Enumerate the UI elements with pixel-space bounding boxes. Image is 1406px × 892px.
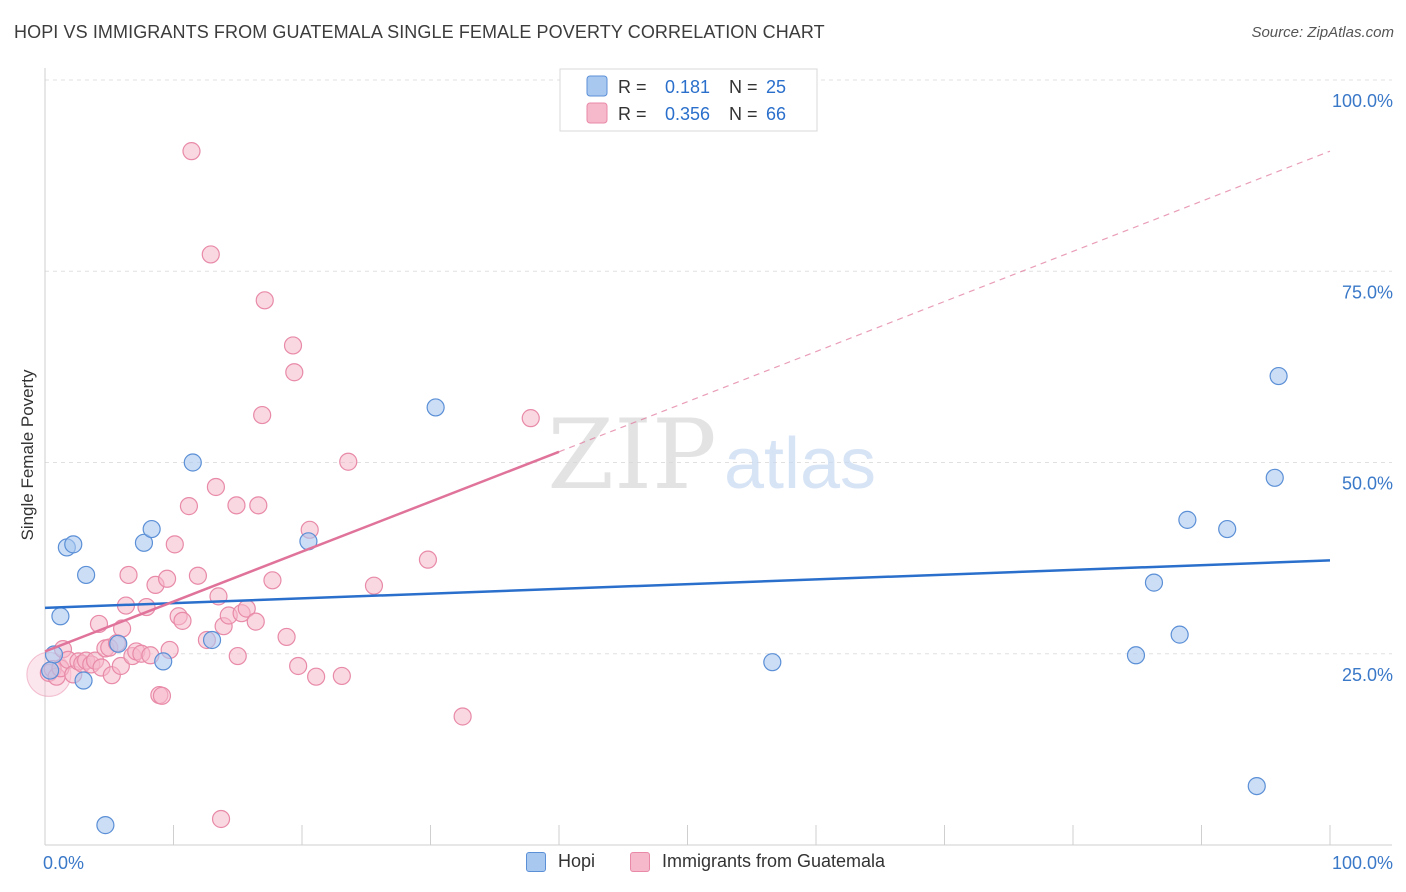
point-guat-54	[277, 627, 296, 647]
point-guat-52	[255, 291, 274, 310]
series-hopi-points	[41, 366, 1288, 835]
point-guat-51	[253, 405, 272, 425]
legend-hopi-swatch	[586, 75, 608, 97]
y-tick-label-25: 25.0%	[1342, 665, 1393, 685]
point-guat-46	[228, 646, 247, 666]
x-tick-label-0: 0.0%	[43, 853, 84, 873]
legend-hopi-label: Hopi	[558, 851, 596, 871]
axes	[44, 68, 1392, 846]
legend-guat-n-label: N =	[729, 104, 758, 124]
point-hopi-16	[1126, 646, 1146, 665]
legend-hopi-n-value: 25	[766, 77, 786, 97]
grid-lines	[45, 79, 1392, 655]
watermark: ZIP atlas	[547, 399, 876, 511]
point-guat-50	[249, 496, 268, 515]
point-guat-60	[332, 666, 351, 686]
legend-guat-swatch	[586, 102, 608, 124]
legend-hopi-r-value: 0.181	[665, 77, 710, 97]
point-hopi-24	[41, 661, 60, 680]
point-hopi-19	[1178, 510, 1197, 529]
point-guat-29	[152, 686, 172, 705]
trend-hopi	[44, 559, 1331, 610]
point-hopi-18	[1170, 625, 1189, 644]
legend-hopi-n-label: N =	[729, 77, 758, 97]
series-guatemala-points	[26, 142, 540, 829]
point-hopi-17	[1144, 573, 1164, 592]
point-guat-65	[521, 409, 540, 428]
point-hopi-6	[96, 816, 115, 835]
point-hopi-7	[109, 634, 128, 653]
watermark-zip: ZIP	[547, 399, 716, 511]
point-guat-61	[339, 452, 358, 471]
y-tick-label-50: 50.0%	[1342, 474, 1393, 494]
point-hopi-3	[64, 535, 83, 554]
point-guat-35	[179, 497, 199, 516]
watermark-atlas: atlas	[724, 424, 876, 504]
point-hopi-15	[763, 653, 782, 672]
point-guat-53	[263, 571, 282, 590]
legend-hopi-r-label: R =	[618, 77, 647, 97]
point-guat-59	[307, 667, 326, 686]
legend-bottom: Hopi Immigrants from Guatemala	[0, 851, 1406, 879]
legend-guat-n-value: 66	[766, 104, 786, 124]
point-guat-21	[119, 565, 138, 585]
trend-lines	[44, 150, 1331, 653]
legend-hopi-swatch-bottom	[526, 851, 546, 872]
point-guat-49	[246, 612, 265, 631]
legend-item-guatemala[interactable]: Immigrants from Guatemala	[630, 851, 885, 872]
point-guat-30	[157, 569, 177, 588]
point-guat-64	[453, 707, 472, 726]
point-guat-45	[227, 496, 246, 515]
point-hopi-1	[51, 607, 70, 626]
tick-labels: 25.0% 50.0% 75.0% 100.0% 0.0% 100.0%	[43, 91, 1393, 873]
legend-guat-r-value: 0.356	[665, 104, 710, 124]
legend-item-hopi[interactable]: Hopi	[526, 851, 595, 872]
point-hopi-11	[183, 453, 202, 472]
point-guat-57	[289, 656, 308, 676]
point-guat-39	[201, 245, 220, 264]
point-guat-37	[188, 566, 208, 585]
point-hopi-8	[134, 533, 154, 552]
legend-guat-r-label: R =	[618, 104, 647, 124]
point-hopi-12	[202, 630, 222, 650]
point-hopi-4	[74, 671, 93, 690]
point-guat-56	[285, 363, 304, 382]
point-hopi-20	[1218, 519, 1237, 539]
legend-guat-label: Immigrants from Guatemala	[662, 851, 886, 871]
legend-guat-swatch-bottom	[630, 851, 650, 872]
point-guat-18	[111, 656, 130, 676]
point-guat-62	[364, 576, 384, 595]
point-guat-63	[418, 550, 438, 569]
trend-guatemala	[44, 450, 560, 653]
point-guat-36	[182, 142, 201, 161]
chart-title: HOPI VS IMMIGRANTS FROM GUATEMALA SINGLE…	[14, 22, 825, 42]
point-guat-34	[173, 611, 192, 630]
point-hopi-22	[1265, 468, 1284, 487]
point-hopi-5	[77, 565, 96, 585]
point-hopi-9	[142, 519, 161, 539]
point-guat-32	[165, 535, 184, 554]
trend-guatemala-extension	[558, 150, 1331, 453]
point-hopi-10	[154, 652, 173, 671]
point-hopi-21	[1247, 776, 1266, 796]
point-guat-43	[211, 809, 231, 829]
point-hopi-14	[426, 398, 445, 417]
y-tick-label-75: 75.0%	[1342, 282, 1393, 302]
y-tick-label-100: 100.0%	[1332, 91, 1393, 111]
source-label: Source: ZipAtlas.com	[1251, 24, 1394, 41]
point-guat-40	[206, 477, 226, 497]
x-tick-label-100: 100.0%	[1332, 853, 1393, 873]
point-hopi-23	[1269, 366, 1288, 386]
legend-top: R = 0.181 N = 25 R = 0.356 N = 66	[559, 68, 818, 132]
point-guat-55	[283, 336, 303, 355]
